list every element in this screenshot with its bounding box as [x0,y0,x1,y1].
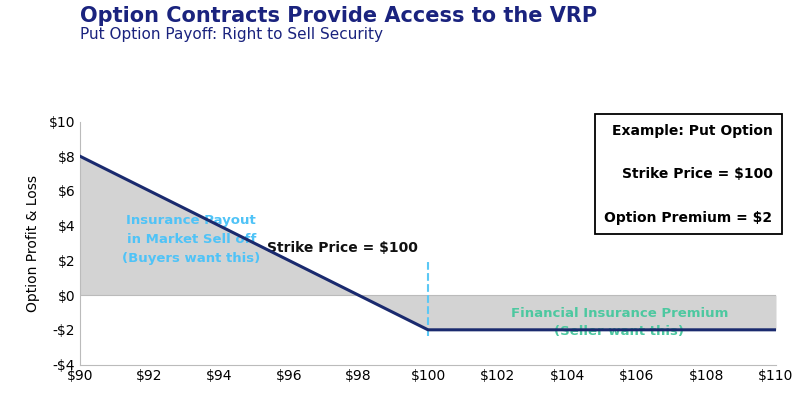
Text: Financial Insurance Premium
(Seller want this): Financial Insurance Premium (Seller want… [510,307,728,337]
Text: Insurance Payout
in Market Sell off
(Buyers want this): Insurance Payout in Market Sell off (Buy… [122,214,261,265]
Text: Strike Price = $100: Strike Price = $100 [266,241,418,255]
Text: Put Option Payoff: Right to Sell Security: Put Option Payoff: Right to Sell Securit… [80,27,383,42]
Text: Option Contracts Provide Access to the VRP: Option Contracts Provide Access to the V… [80,6,597,26]
Y-axis label: Option Profit & Loss: Option Profit & Loss [26,175,40,311]
Text: Example: Put Option

Strike Price = $100

Option Premium = $2: Example: Put Option Strike Price = $100 … [604,124,773,225]
